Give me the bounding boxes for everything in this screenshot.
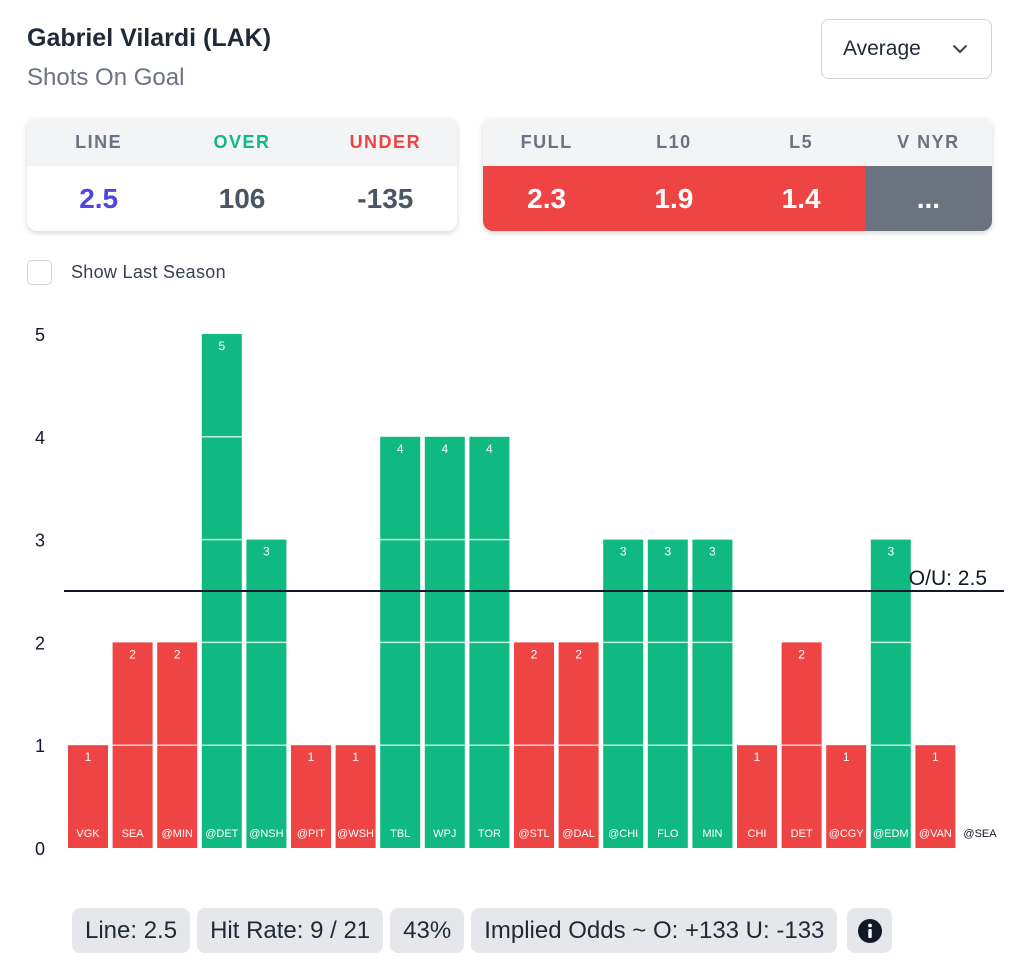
bar-value-label: 3 xyxy=(263,545,270,559)
bar-value-label: 4 xyxy=(486,442,493,456)
vs-opponent-average: ... xyxy=(864,166,992,231)
bar-value-label: 2 xyxy=(531,647,538,661)
bar-value-label: 1 xyxy=(932,750,939,764)
show-last-season-toggle[interactable]: Show Last Season xyxy=(27,260,226,285)
bar-value-label: 4 xyxy=(397,442,404,456)
bar-value-label: 2 xyxy=(129,647,136,661)
stat-name: Shots On Goal xyxy=(27,64,185,91)
y-tick-label: 3 xyxy=(35,531,45,551)
bar-value-label: 2 xyxy=(174,647,181,661)
x-category-label: WPJ xyxy=(433,828,456,840)
x-category-label: @EDM xyxy=(873,828,909,840)
x-category-label: VGK xyxy=(76,828,100,840)
x-category-label: TBL xyxy=(390,828,410,840)
odds-card-header: LINE OVER UNDER xyxy=(27,118,457,166)
bar xyxy=(737,745,777,848)
info-button[interactable] xyxy=(847,908,893,953)
dropdown-label: Average xyxy=(843,37,921,60)
line-header: LINE xyxy=(75,131,123,152)
x-category-label: @MIN xyxy=(162,828,193,840)
l10-header: L10 xyxy=(656,131,692,152)
bar-value-label: 1 xyxy=(352,750,359,764)
bar xyxy=(692,539,733,848)
odds-card-values: 2.5 106 -135 xyxy=(27,166,457,231)
checkbox[interactable] xyxy=(27,260,52,285)
x-category-label: @NSH xyxy=(249,828,283,840)
bar-value-label: 2 xyxy=(575,647,582,661)
x-category-label: @CHI xyxy=(608,828,638,840)
x-category-label: DET xyxy=(791,828,813,840)
l5-average: 1.4 xyxy=(737,166,865,231)
full-header: FULL xyxy=(520,131,573,152)
bar xyxy=(870,539,911,848)
over-odds-value: 106 xyxy=(218,182,266,214)
bar-value-label: 5 xyxy=(218,339,225,353)
bar-value-label: 1 xyxy=(85,750,92,764)
chevron-down-icon xyxy=(953,45,967,53)
bar xyxy=(915,745,956,848)
vs-opponent-header: V NYR xyxy=(897,131,960,152)
bar xyxy=(291,745,331,848)
game-log-bar-chart: 0 1 2 3 4 5 1 VGK 2 SEA 2 @MIN 5 @DET 3 @NSH 1 @PIT 1 @WSH 4… xyxy=(35,325,1004,859)
under-odds-value: -135 xyxy=(357,182,414,214)
bar-value-label: 3 xyxy=(620,545,627,559)
line-value: 2.5 xyxy=(79,182,119,214)
x-category-label: CHI xyxy=(748,828,767,840)
l10-average: 1.9 xyxy=(610,166,738,231)
l5-header: L5 xyxy=(789,131,814,152)
line-pill: Line: 2.5 xyxy=(72,908,191,953)
y-tick-label: 2 xyxy=(35,633,45,653)
bar-value-label: 1 xyxy=(754,750,761,764)
implied-odds-pill: Implied Odds ~ O: +133 U: -133 xyxy=(471,908,838,953)
x-category-label: @PIT xyxy=(297,828,326,840)
bar xyxy=(246,539,287,848)
x-category-label: @SEA xyxy=(963,828,997,840)
x-category-label: SEA xyxy=(122,828,145,840)
y-tick-label: 0 xyxy=(35,839,45,859)
bar-value-label: 1 xyxy=(843,750,850,764)
x-category-label: @STL xyxy=(518,828,549,840)
info-icon xyxy=(857,918,882,943)
average-dropdown[interactable]: Average xyxy=(821,19,992,79)
x-category-label: @DET xyxy=(205,828,238,840)
over-under-label: O/U: 2.5 xyxy=(909,567,987,590)
x-category-label: MIN xyxy=(702,828,722,840)
bar xyxy=(647,539,688,848)
bar xyxy=(603,539,644,848)
x-category-label: FLO xyxy=(657,828,679,840)
bar-value-label: 3 xyxy=(887,545,894,559)
bar xyxy=(68,745,108,848)
x-category-label: @DAL xyxy=(562,828,595,840)
y-tick-label: 5 xyxy=(35,325,45,345)
splits-card-header: FULL L10 L5 V NYR xyxy=(483,118,992,166)
bar-value-label: 2 xyxy=(798,647,805,661)
full-average: 2.3 xyxy=(483,166,611,231)
bar-value-label: 3 xyxy=(709,545,716,559)
x-category-label: @WSH xyxy=(337,828,374,840)
x-category-label: @CGY xyxy=(829,828,865,840)
x-category-label: TOR xyxy=(478,828,501,840)
bar-value-label: 3 xyxy=(664,545,671,559)
bar xyxy=(335,745,376,848)
bar-value-label: 1 xyxy=(308,750,315,764)
bar xyxy=(826,745,867,848)
over-header: OVER xyxy=(213,131,271,152)
hit-rate-pill: Hit Rate: 9 / 21 xyxy=(197,908,384,953)
player-name: Gabriel Vilardi (LAK) xyxy=(27,24,272,52)
x-category-label: @VAN xyxy=(919,828,952,840)
splits-card: FULL L10 L5 V NYR 2.3 1.9 1.4 ... xyxy=(483,118,992,231)
summary-footer: Line: 2.5 Hit Rate: 9 / 21 43% Implied O… xyxy=(72,908,893,953)
odds-card: LINE OVER UNDER 2.5 106 -135 xyxy=(27,118,457,231)
hit-percent-pill: 43% xyxy=(390,908,465,953)
bar-value-label: 4 xyxy=(441,442,448,456)
y-tick-label: 4 xyxy=(35,428,45,448)
under-header: UNDER xyxy=(349,131,422,152)
checkbox-label: Show Last Season xyxy=(71,262,226,282)
y-tick-label: 1 xyxy=(35,736,45,756)
splits-card-values: 2.3 1.9 1.4 ... xyxy=(483,166,992,231)
